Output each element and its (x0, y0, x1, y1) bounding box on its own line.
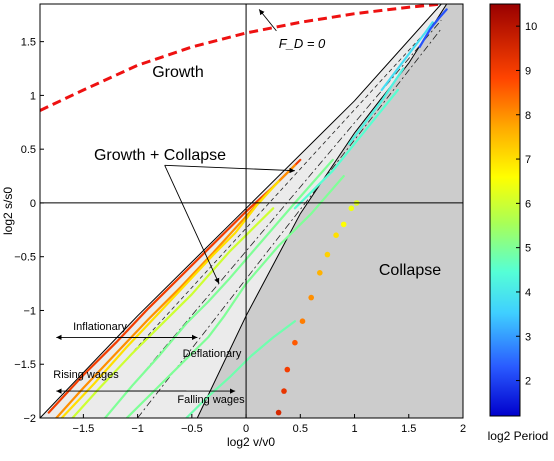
y-axis-label: log2 s/s0 (1, 187, 15, 235)
x-tick-label: −0.5 (181, 423, 203, 435)
y-tick-label: −0.5 (14, 252, 36, 264)
x-tick-label: 2 (460, 423, 466, 435)
fd-zero-pointer (258, 9, 277, 32)
orbit-curve-3 (60, 180, 280, 418)
collapse-point (292, 339, 298, 346)
growth-collapse-label: Growth + Collapse (94, 147, 226, 164)
colorbar-tick-label: 3 (525, 331, 531, 343)
lower-boundary (196, 4, 448, 418)
x-tick-label: 1 (351, 423, 357, 435)
gc-pointer-right (164, 164, 295, 174)
colorbar-tick-label: 5 (525, 243, 531, 255)
collapse-region (197, 4, 463, 418)
x-axis-label: log2 v/v0 (227, 435, 275, 449)
collapse-point (299, 318, 306, 325)
colorbar-gradient (489, 3, 521, 417)
y-tick-label: 1 (30, 90, 36, 102)
rising-wages-label: Rising wages (53, 369, 119, 381)
x-tick-label: 1.5 (401, 423, 416, 435)
collapse-point (324, 251, 331, 258)
dashdot-line-2 (137, 28, 442, 418)
x-tick-label: 0.5 (293, 423, 308, 435)
x-tick-label: −1.5 (73, 423, 95, 435)
x-axis: −1.5 −1 −0.5 0 0.5 1 1.5 2 (73, 414, 466, 435)
deflationary-label: Deflationary (183, 348, 242, 360)
colorbar-tick-label: 4 (525, 287, 531, 299)
collapse-point (281, 388, 287, 394)
collapse-point (340, 221, 347, 228)
y-axis: −2 −1.5 −1 −0.5 0 0.5 1 1.5 (14, 37, 44, 425)
orbit-curve-4 (71, 207, 275, 418)
y-tick-label: −2 (23, 413, 36, 425)
collapse-point (317, 270, 323, 276)
orbit-curve-11 (418, 8, 448, 49)
y-tick-label: 0.5 (21, 144, 36, 156)
inflationary-label: Inflationary (73, 321, 127, 333)
y-tick-label: 0 (30, 198, 36, 210)
orbit-curve-9 (348, 67, 405, 145)
plot-frame (39, 3, 464, 419)
collapse-point (333, 232, 339, 238)
growth-label: Growth (152, 64, 204, 81)
orbit-curve-7 (185, 320, 296, 418)
colorbar-label: log2 Period (488, 429, 549, 443)
orbit-curve-10 (380, 21, 434, 92)
y-tick-label: 1.5 (21, 37, 36, 49)
x-tick-label: −1 (131, 423, 144, 435)
collapse-label: Collapse (379, 262, 441, 279)
plot-area: Growth Growth + Collapse Collapse F_D = … (39, 3, 464, 419)
gc-pointer-down (164, 165, 220, 284)
colorbar-tick-label: 9 (525, 65, 531, 77)
colorbar: 2 3 4 5 6 7 8 9 10 log2 Period (488, 3, 549, 443)
fd-zero-curve (40, 4, 442, 112)
dashdot-line-1 (104, 19, 442, 418)
colorbar-tick-label: 8 (525, 110, 531, 122)
x-tick-label: 0 (243, 423, 249, 435)
collapse-point (275, 409, 282, 416)
orbit-curve-5 (103, 158, 334, 418)
orbit-curve-8 (293, 88, 399, 210)
colorbar-tick-label: 7 (525, 154, 531, 166)
collapse-point (284, 366, 291, 373)
collapse-point (308, 294, 315, 301)
fd-zero-label: F_D = 0 (279, 36, 326, 51)
colorbar-tick-label: 10 (525, 21, 537, 33)
colorbar-tick-label: 2 (525, 376, 531, 388)
orbit-curve-6 (125, 175, 345, 418)
y-tick-label: −1 (23, 305, 36, 317)
falling-wages-label: Falling wages (177, 394, 245, 406)
collapse-point (348, 205, 355, 212)
colorbar-tick-label: 6 (525, 198, 531, 210)
y-tick-label: −1.5 (14, 359, 36, 371)
